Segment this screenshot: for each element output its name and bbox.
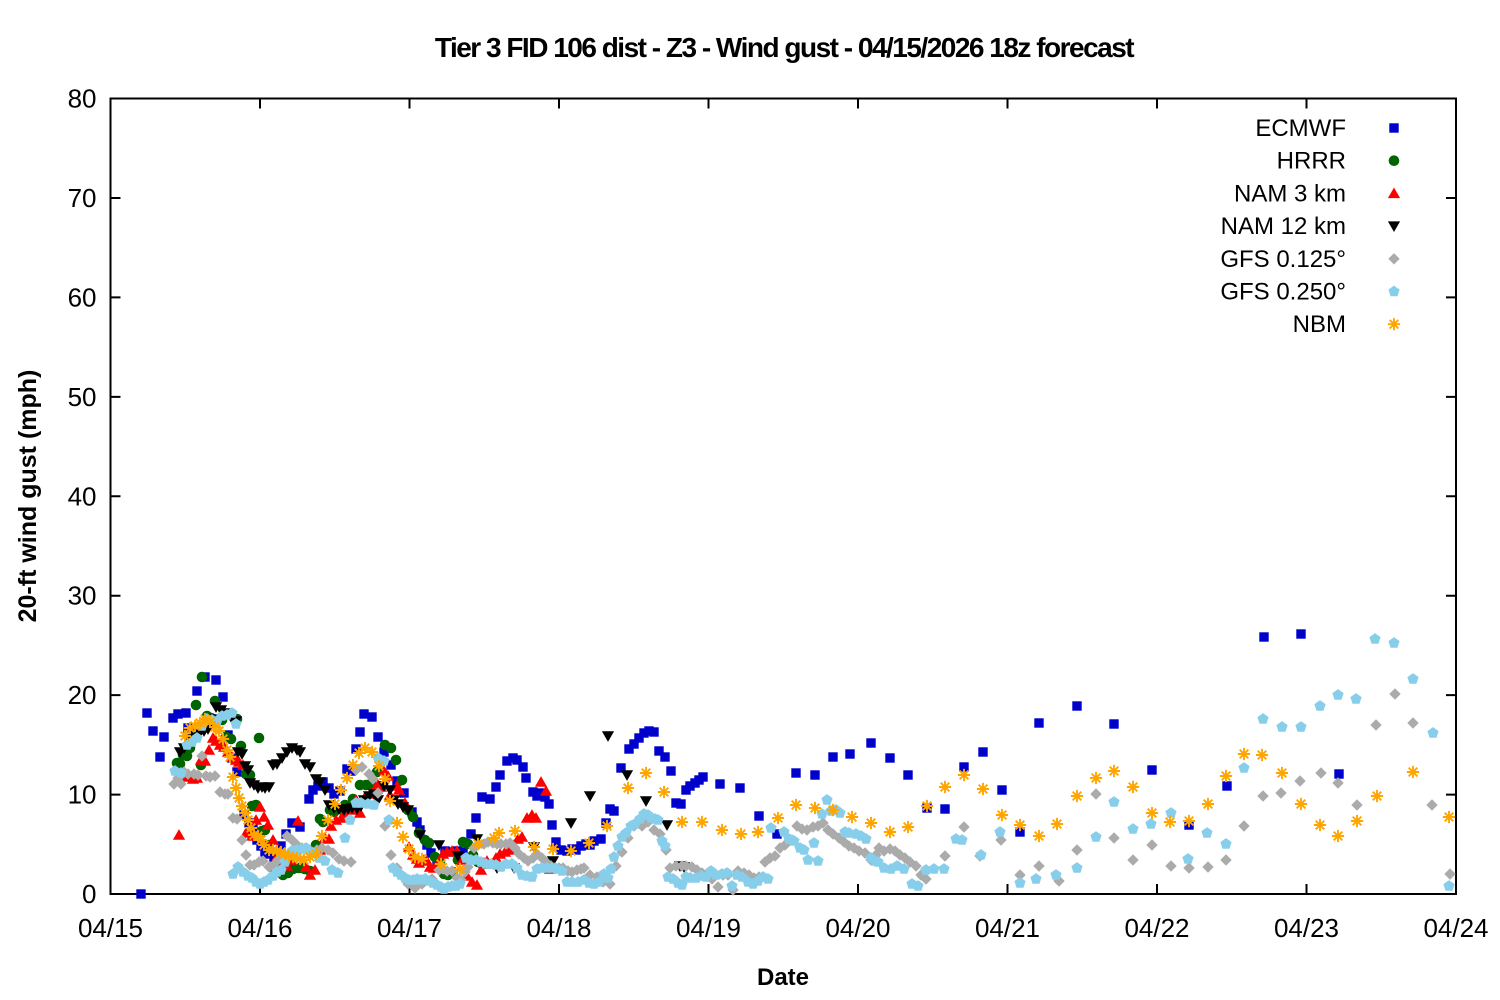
svg-text:NAM 12 km: NAM 12 km <box>1221 213 1346 240</box>
svg-text:HRRR: HRRR <box>1277 148 1346 175</box>
svg-text:30: 30 <box>68 581 97 611</box>
svg-text:60: 60 <box>68 282 97 312</box>
svg-text:GFS 0.250°: GFS 0.250° <box>1220 279 1346 306</box>
svg-text:20-ft wind gust (mph): 20-ft wind gust (mph) <box>14 370 42 623</box>
svg-text:Date: Date <box>757 964 809 991</box>
svg-text:20: 20 <box>68 680 97 710</box>
svg-text:Tier 3 FID 106 dist - Z3 - Win: Tier 3 FID 106 dist - Z3 - Wind gust - 0… <box>435 32 1134 63</box>
svg-text:04/16: 04/16 <box>227 913 292 943</box>
svg-text:80: 80 <box>68 84 97 114</box>
svg-text:ECMWF: ECMWF <box>1255 115 1346 142</box>
svg-text:04/20: 04/20 <box>825 913 890 943</box>
svg-text:NAM 3 km: NAM 3 km <box>1234 180 1346 207</box>
svg-text:70: 70 <box>68 183 97 213</box>
svg-text:GFS 0.125°: GFS 0.125° <box>1220 246 1346 273</box>
svg-text:04/19: 04/19 <box>676 913 741 943</box>
svg-text:04/23: 04/23 <box>1274 913 1339 943</box>
svg-text:04/15: 04/15 <box>78 913 143 943</box>
svg-text:04/18: 04/18 <box>526 913 591 943</box>
svg-text:NBM: NBM <box>1293 311 1346 338</box>
svg-text:04/22: 04/22 <box>1124 913 1189 943</box>
svg-text:40: 40 <box>68 481 97 511</box>
svg-text:0: 0 <box>82 879 96 909</box>
svg-text:04/21: 04/21 <box>975 913 1040 943</box>
svg-text:50: 50 <box>68 382 97 412</box>
svg-text:10: 10 <box>68 780 97 810</box>
svg-text:04/24: 04/24 <box>1423 913 1488 943</box>
svg-text:04/17: 04/17 <box>377 913 442 943</box>
